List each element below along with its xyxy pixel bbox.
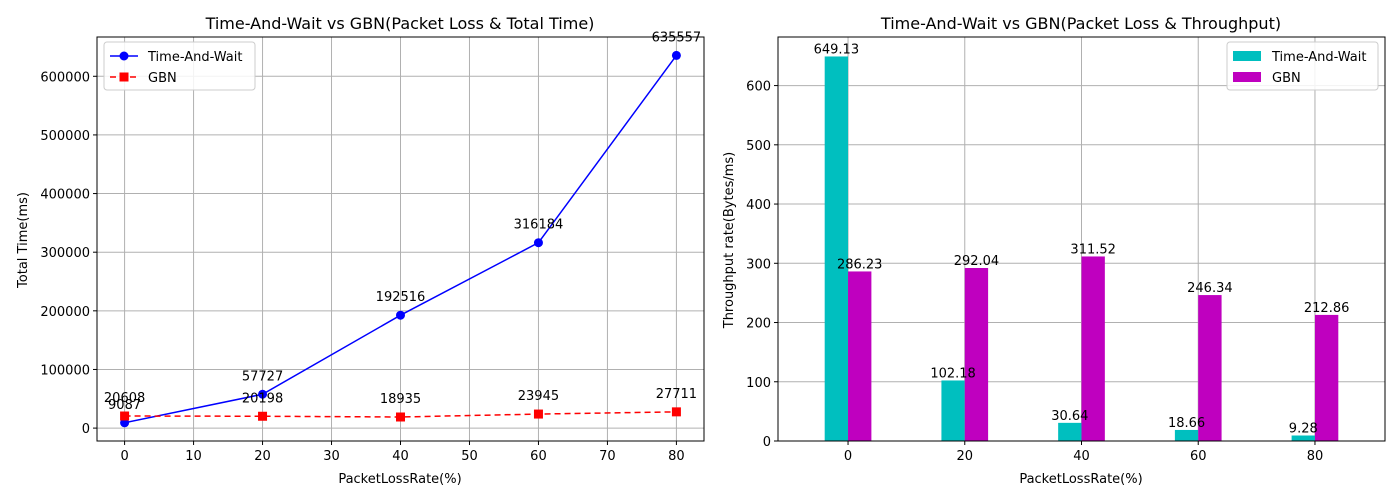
x-ticks: 0 10 20 30 40 50 60 70 80 (120, 441, 685, 464)
data-labels: 9087 57727 192516 316184 635557 20608 20198 189… (104, 30, 701, 412)
x-tick-label: 20 (956, 449, 973, 464)
bar-gbn (964, 268, 989, 441)
data-label-time-and-wait: 316184 (514, 218, 564, 233)
bar-label-gbn: 292.04 (954, 254, 1000, 269)
legend: Time-And-Wait GBN (103, 41, 256, 91)
legend-swatch-time-and-wait (1233, 51, 1261, 61)
x-tick-label: 60 (530, 449, 547, 464)
data-point-gbn (671, 407, 681, 417)
y-tick-label: 300 (746, 257, 771, 272)
y-tick-label: 500 (746, 139, 771, 154)
y-tick-label: 600000 (40, 70, 90, 85)
bar-label-gbn: 286.23 (837, 257, 883, 272)
series-layer (120, 50, 681, 428)
y-tick-label: 400000 (40, 188, 90, 203)
x-tick-label: 80 (1307, 449, 1324, 464)
legend-marker-gbn (119, 72, 129, 82)
data-label-time-and-wait: 192516 (376, 290, 426, 305)
bar-label-gbn: 212.86 (1304, 301, 1350, 316)
y-tick-label: 500000 (40, 129, 90, 144)
bar-label-time-and-wait: 30.64 (1051, 409, 1088, 424)
bar-time-and-wait (1291, 435, 1315, 441)
chart-title: Time-And-Wait vs GBN(Packet Loss & Throu… (880, 14, 1281, 33)
x-tick-label: 40 (392, 449, 409, 464)
data-label-time-and-wait: 57727 (242, 369, 283, 384)
x-tick-label: 60 (1190, 449, 1207, 464)
bar-gbn (848, 271, 872, 441)
y-tick-label: 400 (746, 198, 771, 213)
legend-box (103, 41, 256, 91)
data-point-gbn (120, 411, 130, 421)
data-label-gbn: 18935 (380, 392, 421, 407)
x-tick-label: 20 (254, 449, 271, 464)
line-chart-total-time: Time-And-Wait vs GBN(Packet Loss & Total… (16, 14, 705, 487)
legend-marker-time-and-wait (119, 51, 129, 61)
bar-time-and-wait (1174, 429, 1199, 441)
data-label-gbn: 23945 (518, 389, 559, 404)
data-label-gbn: 20198 (242, 391, 283, 406)
y-tick-label: 300000 (40, 246, 90, 261)
x-tick-label: 70 (599, 449, 616, 464)
x-ticks: 0 20 40 60 80 (844, 441, 1323, 464)
x-axis-label: PacketLossRate(%) (338, 472, 461, 487)
legend: Time-And-Wait GBN (1226, 41, 1379, 91)
data-label-gbn: 27711 (656, 387, 697, 402)
bar-time-and-wait (1058, 422, 1082, 441)
bar-label-gbn: 311.52 (1070, 242, 1116, 257)
bar-label-gbn: 246.34 (1187, 281, 1233, 296)
chart-title: Time-And-Wait vs GBN(Packet Loss & Total… (205, 14, 595, 33)
x-tick-label: 80 (668, 449, 685, 464)
y-tick-label: 100000 (40, 363, 90, 378)
bar-time-and-wait (941, 380, 965, 441)
data-labels: 649.13 102.18 30.64 18.66 9.28 286.23 292.04 31… (814, 42, 1350, 436)
x-tick-label: 50 (461, 449, 478, 464)
data-point-time-and-wait (396, 310, 405, 320)
bar-label-time-and-wait: 18.66 (1168, 416, 1205, 431)
bar-gbn (1198, 295, 1222, 441)
data-point-time-and-wait (258, 389, 268, 399)
y-tick-label: 200 (746, 317, 771, 332)
bar-label-time-and-wait: 102.18 (930, 366, 976, 381)
y-axis-label: Throughput rate(Bytes/ms) (722, 152, 737, 330)
data-point-gbn (396, 412, 405, 422)
data-label-gbn: 20608 (104, 391, 145, 406)
data-label-time-and-wait: 9087 (108, 398, 141, 413)
legend-swatch-gbn (1233, 72, 1261, 82)
grid (97, 37, 704, 441)
bar-gbn (1314, 314, 1339, 441)
x-tick-label: 40 (1073, 449, 1090, 464)
bar-chart-throughput: Time-And-Wait vs GBN(Packet Loss & Throu… (722, 14, 1386, 487)
x-tick-label: 0 (120, 449, 128, 464)
x-tick-label: 10 (185, 449, 202, 464)
bar-label-time-and-wait: 9.28 (1289, 422, 1318, 437)
data-point-gbn (533, 409, 543, 419)
y-tick-label: 0 (763, 435, 771, 450)
y-tick-label: 100 (746, 376, 771, 391)
x-tick-label: 30 (323, 449, 340, 464)
data-label-time-and-wait: 635557 (652, 30, 702, 45)
bar-time-and-wait (824, 56, 849, 442)
legend-label-time-and-wait: Time-And-Wait (147, 50, 242, 65)
legend-label-gbn: GBN (148, 71, 177, 86)
x-tick-label: 0 (844, 449, 852, 464)
bar-gbn (1081, 256, 1105, 441)
legend-label-time-and-wait: Time-And-Wait (1271, 50, 1366, 65)
data-point-gbn (258, 411, 268, 421)
y-tick-label: 200000 (40, 305, 90, 320)
y-tick-label: 0 (82, 422, 90, 437)
y-ticks: 0 100000 200000 300000 400000 500000 600000 (40, 70, 97, 437)
y-ticks: 0 100 200 300 400 500 600 (746, 80, 778, 450)
bar-label-time-and-wait: 649.13 (814, 42, 860, 57)
data-point-time-and-wait (533, 238, 543, 248)
y-axis-label: Total Time(ms) (16, 192, 31, 289)
y-tick-label: 600 (746, 80, 771, 95)
data-point-time-and-wait (120, 418, 130, 428)
legend-box (1226, 41, 1379, 91)
data-point-time-and-wait (671, 50, 681, 60)
bars-layer (824, 56, 1339, 442)
x-axis-label: PacketLossRate(%) (1019, 472, 1142, 487)
legend-label-gbn: GBN (1272, 71, 1301, 86)
